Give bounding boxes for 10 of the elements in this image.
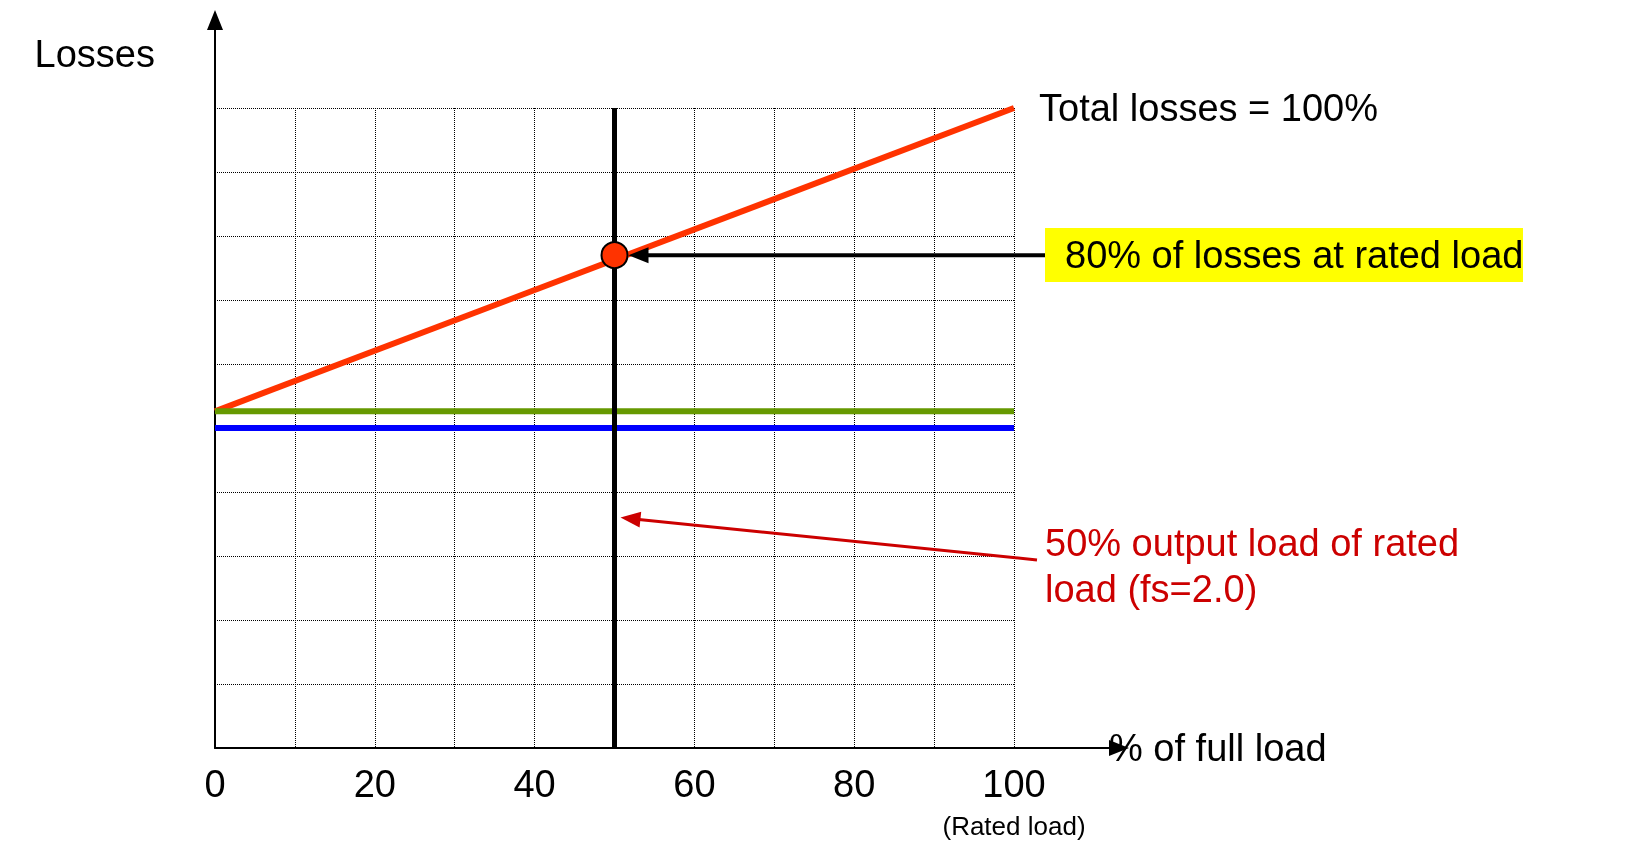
text: 80% of losses at rated load	[1045, 228, 1524, 283]
x-tick-label: 40	[513, 763, 556, 805]
x-tick-label: 60	[673, 763, 716, 805]
text: Total losses = 100%	[1039, 86, 1379, 131]
x-tick-label: 0	[204, 763, 226, 805]
x-tick-label: 100 (Rated load)	[942, 763, 1086, 841]
x-tick-label: 20	[353, 763, 396, 805]
x-tick-label: 80	[833, 763, 876, 805]
text: 50% output load of rated load (fs=2.0)	[1045, 521, 1461, 612]
y-axis-title: Losses	[34, 33, 155, 75]
